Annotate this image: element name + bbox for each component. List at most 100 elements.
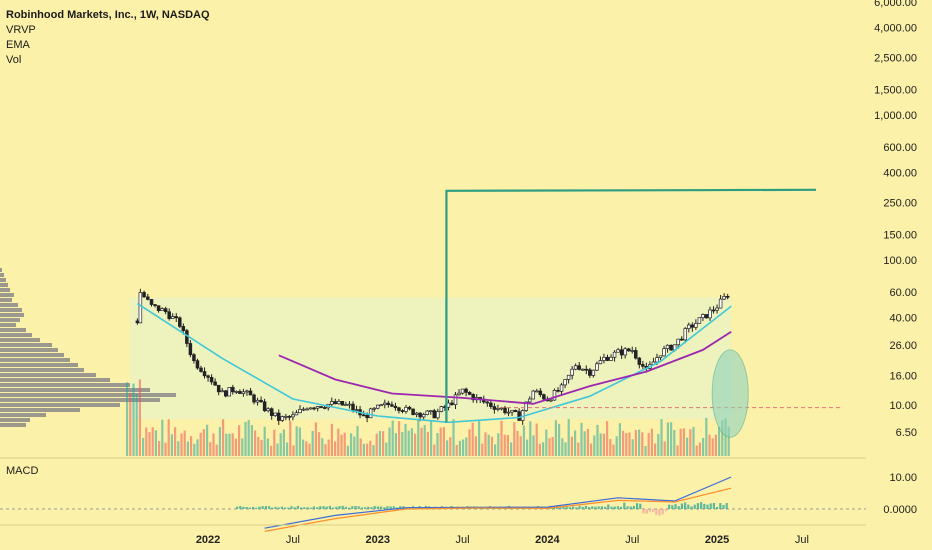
volume-profile-bar xyxy=(0,328,26,332)
candle xyxy=(305,407,309,411)
candle xyxy=(722,293,726,301)
candle-body xyxy=(506,411,511,414)
candle-body xyxy=(690,324,695,328)
volume-bar xyxy=(161,419,164,456)
volume-profile-bar xyxy=(0,348,58,352)
candle xyxy=(725,293,730,300)
candle-body xyxy=(658,355,663,358)
volume-bar xyxy=(436,432,439,456)
candle xyxy=(404,404,408,414)
volume-bar xyxy=(426,431,429,456)
macd-histogram-bar xyxy=(351,506,354,509)
candle-body xyxy=(549,399,553,402)
candle-body xyxy=(206,375,210,378)
macd-histogram-bar xyxy=(613,506,616,509)
volume-bar xyxy=(318,432,321,456)
macd-tick-label: 0.0000 xyxy=(883,504,917,516)
x-tick-label: 2025 xyxy=(705,534,729,546)
candle-body xyxy=(616,349,620,353)
volume-bar xyxy=(442,427,445,456)
volume-highlight-ellipse xyxy=(711,349,749,438)
volume-bar xyxy=(497,433,500,456)
volume-bar xyxy=(154,430,157,456)
candle xyxy=(216,384,221,396)
volume-bar xyxy=(599,433,602,456)
volume-bar xyxy=(366,443,369,456)
volume-bar xyxy=(516,430,519,456)
volume-bar xyxy=(369,440,372,456)
volume-bar xyxy=(586,428,589,456)
volume-bar xyxy=(234,438,237,456)
candle xyxy=(301,407,306,412)
macd-histogram-bar xyxy=(668,504,671,509)
candle xyxy=(245,389,249,396)
candle xyxy=(457,389,461,396)
volume-bar xyxy=(311,430,314,456)
macd-histogram-bar xyxy=(620,506,623,509)
candle xyxy=(687,322,691,333)
candle-body xyxy=(630,350,634,352)
volume-bar xyxy=(375,433,378,456)
candle xyxy=(658,355,663,361)
candle-body xyxy=(153,304,157,307)
volume-bar xyxy=(522,425,525,456)
volume-bar xyxy=(714,434,717,456)
candle xyxy=(450,399,454,406)
macd-histogram-bar xyxy=(357,506,360,509)
volume-bar xyxy=(414,433,417,456)
candle xyxy=(407,405,412,411)
indicator-ema[interactable]: EMA xyxy=(6,39,30,51)
volume-bar xyxy=(676,445,679,456)
candle xyxy=(556,387,560,393)
candle xyxy=(715,304,719,314)
candle-body xyxy=(202,371,207,377)
y-tick-label: 250.00 xyxy=(883,197,917,209)
volume-bar xyxy=(174,427,177,456)
candle xyxy=(439,405,444,413)
candle-body xyxy=(665,344,670,349)
candle-body xyxy=(284,416,288,418)
candle xyxy=(510,409,514,416)
macd-histogram-bar xyxy=(370,507,373,509)
macd-label[interactable]: MACD xyxy=(6,465,39,477)
candle xyxy=(238,389,242,394)
candle-body xyxy=(704,314,709,319)
macd-histogram-bar xyxy=(360,507,363,509)
signal-line xyxy=(264,487,732,532)
volume-bar xyxy=(641,432,644,456)
candle xyxy=(252,393,256,405)
candle xyxy=(690,322,695,332)
candle-body xyxy=(697,317,702,324)
macd-histogram-bar xyxy=(610,506,613,509)
candle-body xyxy=(383,402,387,406)
macd-histogram-bar xyxy=(623,502,626,509)
macd-histogram-bar xyxy=(632,506,635,509)
candle xyxy=(347,401,352,409)
candle-body xyxy=(361,414,366,417)
volume-bar xyxy=(542,442,545,456)
volume-bar xyxy=(481,443,484,456)
indicator-vrvp[interactable]: VRVP xyxy=(6,24,36,36)
macd-histogram-bar xyxy=(706,504,709,509)
volume-bar xyxy=(471,422,474,456)
candle xyxy=(195,358,200,370)
macd-histogram-bar xyxy=(271,507,274,509)
candle xyxy=(634,347,638,360)
volume-bar xyxy=(410,428,413,456)
volume-bar xyxy=(609,439,612,456)
volume-bar xyxy=(401,432,404,456)
candle xyxy=(538,388,543,398)
volume-bar xyxy=(346,445,349,456)
volume-bar xyxy=(334,441,337,456)
volume-bar xyxy=(359,438,362,456)
candle-body xyxy=(199,367,203,372)
macd-histogram-bar xyxy=(239,506,242,509)
candle-body xyxy=(676,338,680,346)
volume-bar xyxy=(670,422,673,456)
indicator-vol[interactable]: Vol xyxy=(6,54,22,66)
candle-body xyxy=(404,406,408,412)
macd-tick-label: 10.00 xyxy=(889,472,917,484)
candle xyxy=(595,361,599,372)
